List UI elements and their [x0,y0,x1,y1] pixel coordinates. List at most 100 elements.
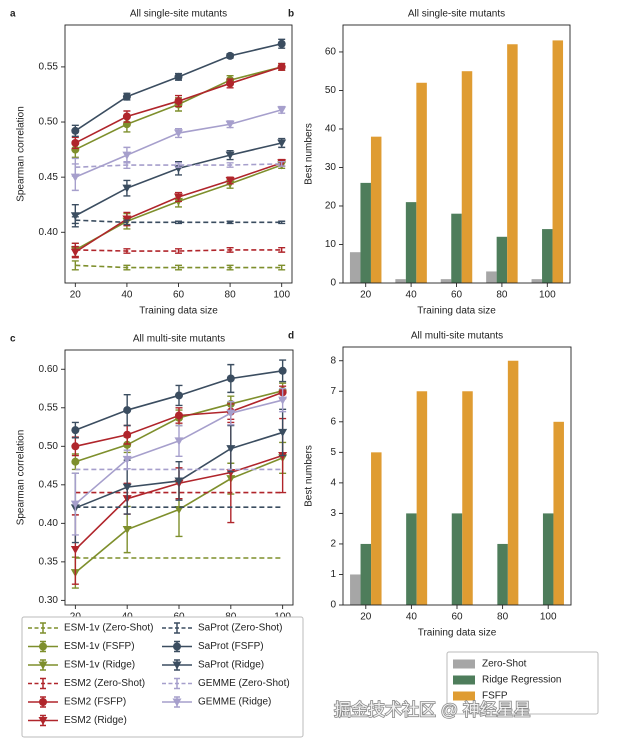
legend-errorbar [40,677,46,690]
error-bar [226,220,234,225]
x-tick-label: 60 [451,290,463,301]
x-axis-label: Training data size [139,306,218,317]
bar [360,182,371,283]
error-bar [175,248,182,254]
y-tick-label: 8 [330,355,336,366]
legend-label: ESM2 (Zero-Shot) [64,678,145,689]
x-tick-label: 20 [360,290,372,301]
y-axis-label: Spearman correlation [16,430,27,526]
panel-label: d [288,331,294,342]
legend-marker [173,642,181,651]
chart-title: All multi-site mutants [133,334,225,345]
legend-label: SaProt (FSFP) [198,641,264,652]
series-line [75,264,282,269]
x-tick-label: 40 [406,612,418,623]
legend-box [446,651,599,715]
point [278,366,287,375]
point [226,51,235,60]
x-axis-label: Training data size [417,306,496,317]
y-tick-label: 0.45 [39,172,59,183]
y-tick-label: 6 [330,416,336,427]
y-axis-label: Best numbers [304,445,315,507]
y-tick-label: 0.55 [39,402,59,413]
y-tick-label: 4 [330,478,336,489]
panel-label: b [288,9,294,20]
bar [531,279,543,283]
legend-label: Zero-Shot [482,659,527,670]
point [70,173,80,182]
point [122,151,132,160]
point [175,391,183,400]
bar [507,360,519,605]
x-tick-label: 100 [540,612,557,623]
y-tick-label: 0 [330,600,336,611]
point [122,184,132,193]
legend-box [21,616,304,738]
point [278,428,288,437]
y-tick-label: 20 [325,201,337,212]
y-tick-label: 0.50 [39,117,59,128]
bar [486,271,497,283]
legend-marker [172,661,182,670]
point [123,440,132,449]
point [174,72,183,81]
axes-frame [64,24,293,284]
point [174,193,183,202]
y-tick-label: 2 [330,539,336,550]
point [71,126,80,135]
legend-marker [39,698,47,706]
series-line [75,219,282,224]
legend-label: ESM-1v (FSFP) [64,641,135,652]
point [225,120,235,129]
legend-label: Ridge Regression [482,675,562,686]
bar [406,513,417,605]
y-tick-label: 0.40 [39,227,59,238]
y-tick-label: 7 [330,386,336,397]
y-tick-label: 50 [325,85,337,96]
axes-frame [342,346,572,606]
error-bar [123,248,131,254]
point [226,79,235,88]
point [123,406,132,415]
bar [371,452,382,605]
chart-title: All single-site mutants [408,9,505,20]
bar [416,391,428,605]
point [70,248,80,257]
point [278,396,288,405]
point [122,112,131,121]
point [71,138,80,147]
point [70,500,80,509]
legend-label: ESM2 (Ridge) [64,715,127,726]
legend-errorbar [174,677,180,690]
bar [542,229,553,283]
point [71,426,80,435]
x-tick-label: 80 [497,612,509,623]
bar [542,513,554,605]
x-tick-label: 60 [451,612,463,623]
bar [462,391,473,605]
y-tick-label: 10 [325,239,337,250]
legend-errorbar [174,622,180,634]
bar [451,513,463,605]
point [71,442,80,451]
y-tick-label: 0.40 [39,518,59,529]
y-axis-label: Spearman correlation [16,106,27,202]
error-bar [226,264,234,271]
legend-label: ESM-1v (Ridge) [64,660,135,671]
y-tick-label: 60 [325,47,337,58]
legend-patch [453,675,475,685]
point [122,92,131,101]
axes-frame [342,24,571,284]
point [174,437,184,446]
point [70,212,80,221]
point [174,97,183,106]
error-bar [123,264,131,271]
series-line [75,163,282,169]
point [277,139,287,148]
panel-label: c [10,334,16,345]
bar [497,543,508,605]
legend-label: ESM-1v (Zero-Shot) [64,623,153,634]
x-tick-label: 20 [360,612,372,623]
legend-patch [453,659,475,669]
point [226,445,236,454]
